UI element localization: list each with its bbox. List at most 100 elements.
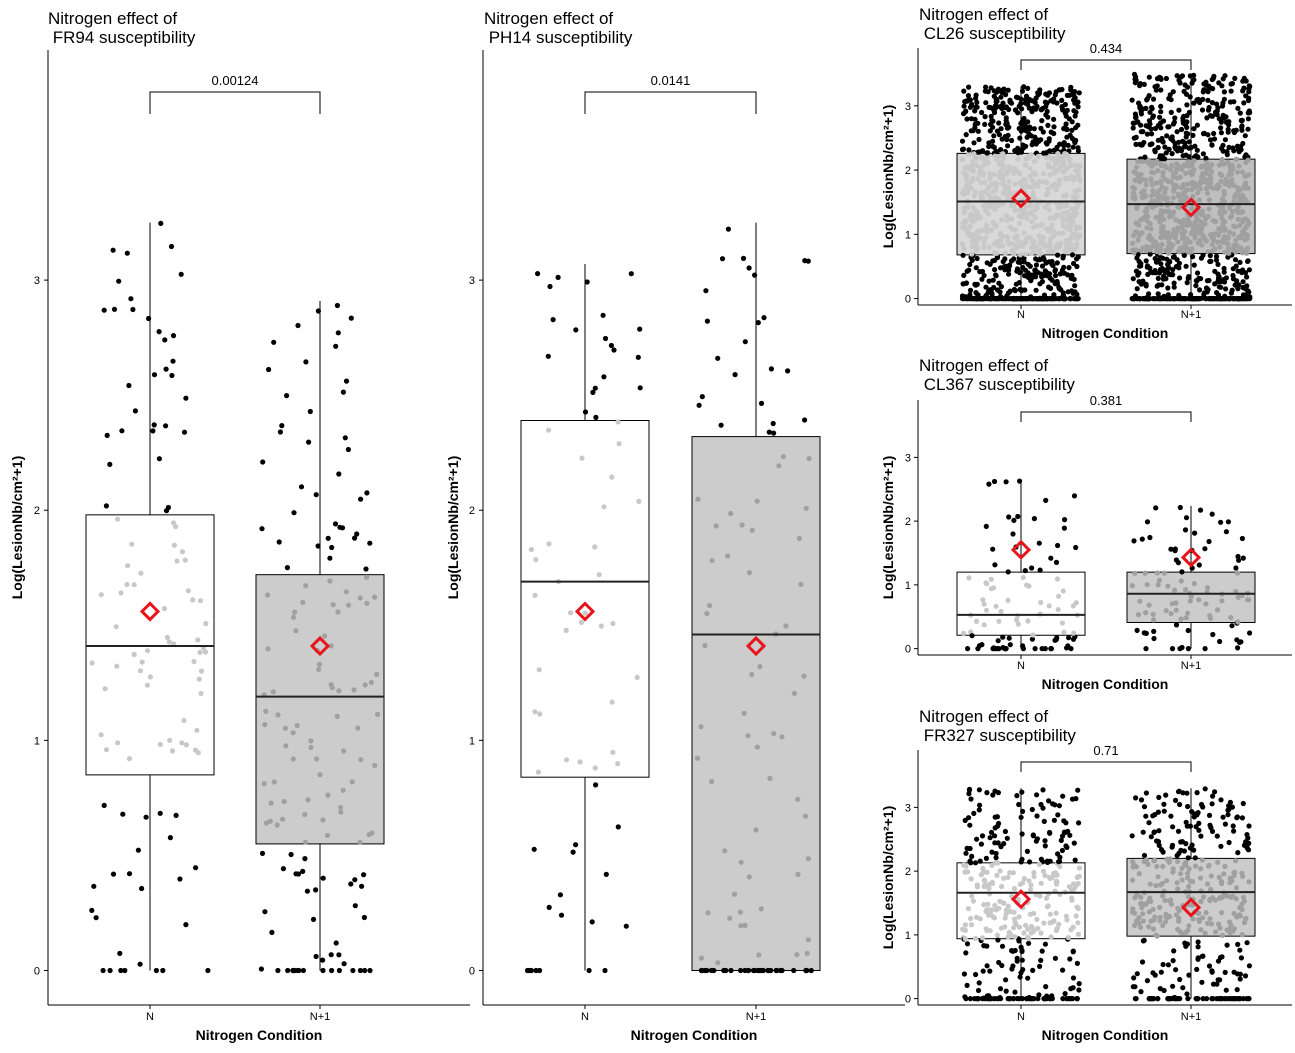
data-point: [1175, 225, 1181, 231]
data-point: [802, 417, 808, 423]
data-point: [265, 592, 271, 598]
data-point: [1074, 874, 1080, 881]
data-point: [1160, 255, 1166, 261]
data-point: [196, 676, 202, 682]
data-point: [329, 967, 335, 974]
data-point: [993, 250, 1000, 256]
data-point: [1000, 155, 1006, 161]
data-point: [332, 521, 339, 527]
data-point: [1165, 962, 1171, 968]
data-point: [1071, 177, 1077, 183]
data-point: [1168, 179, 1174, 185]
data-point: [295, 322, 301, 329]
data-point: [969, 853, 975, 860]
data-point: [1139, 959, 1146, 965]
data-point: [715, 355, 721, 361]
data-point: [755, 320, 761, 326]
data-point: [1163, 75, 1169, 82]
data-point: [998, 925, 1005, 931]
data-point: [1063, 176, 1069, 182]
data-point: [1235, 105, 1241, 111]
data-point: [1184, 790, 1190, 796]
data-point: [582, 610, 588, 616]
data-point: [1221, 279, 1228, 285]
data-point: [996, 120, 1002, 126]
data-point: [260, 459, 266, 465]
data-point: [1004, 217, 1011, 223]
data-point: [979, 276, 985, 282]
data-point: [991, 133, 997, 139]
data-point: [197, 649, 203, 656]
data-point: [1133, 795, 1139, 801]
data-point: [153, 967, 159, 974]
data-point: [1192, 234, 1198, 240]
data-point: [975, 176, 981, 182]
data-point: [1229, 80, 1235, 87]
data-point: [283, 743, 289, 749]
data-point: [1207, 180, 1214, 186]
data-point: [558, 912, 565, 918]
data-point: [988, 586, 995, 592]
data-point: [707, 602, 713, 609]
box-N: [85, 220, 215, 974]
y-axis-label: Log(LesionNb/cm²+1): [445, 456, 461, 600]
data-point: [990, 792, 996, 798]
data-point: [1228, 171, 1234, 177]
data-point: [1145, 244, 1151, 250]
data-point: [1175, 828, 1182, 834]
data-point: [1065, 142, 1071, 148]
data-point: [1060, 107, 1066, 113]
data-point: [1161, 216, 1167, 222]
data-point: [1132, 894, 1138, 901]
data-point: [352, 877, 358, 883]
data-point: [1016, 801, 1022, 808]
data-point: [1178, 578, 1184, 584]
data-point: [708, 967, 715, 974]
data-point: [968, 211, 974, 217]
data-point: [757, 664, 763, 670]
data-point: [1002, 191, 1009, 197]
data-point: [1036, 540, 1042, 546]
data-point: [1034, 223, 1040, 229]
data-point: [1201, 894, 1207, 900]
data-point: [1239, 901, 1245, 907]
data-point: [1032, 214, 1038, 221]
data-point: [156, 456, 162, 462]
data-point: [302, 839, 309, 845]
data-point: [292, 609, 298, 615]
data-point: [1023, 177, 1029, 183]
mean-marker: [1010, 539, 1032, 560]
mean-marker: [309, 635, 331, 657]
data-point: [1011, 296, 1017, 302]
box-body: [85, 514, 215, 776]
data-point: [988, 121, 994, 128]
data-point: [1218, 797, 1224, 803]
data-point: [961, 187, 967, 193]
data-point: [1235, 216, 1241, 222]
data-point: [1206, 83, 1212, 89]
data-point: [1170, 121, 1177, 127]
data-point: [1004, 234, 1011, 240]
data-point: [1170, 231, 1176, 237]
data-point: [1051, 170, 1057, 176]
data-point: [1159, 135, 1165, 142]
data-point: [364, 574, 370, 580]
data-point: [991, 205, 997, 211]
data-point: [1051, 870, 1057, 877]
data-point: [1235, 850, 1241, 856]
data-point: [532, 709, 538, 715]
data-point: [1240, 169, 1246, 175]
data-point: [992, 788, 998, 794]
data-point: [988, 113, 994, 119]
data-point: [754, 744, 761, 750]
data-point: [340, 389, 346, 395]
data-point: [1227, 996, 1233, 1002]
data-point: [279, 816, 286, 822]
data-point: [1055, 606, 1061, 613]
data-point: [290, 614, 297, 621]
data-point: [1220, 115, 1227, 121]
y-tick-label: 1: [34, 735, 40, 747]
data-point: [1181, 88, 1187, 94]
data-point: [185, 588, 191, 594]
